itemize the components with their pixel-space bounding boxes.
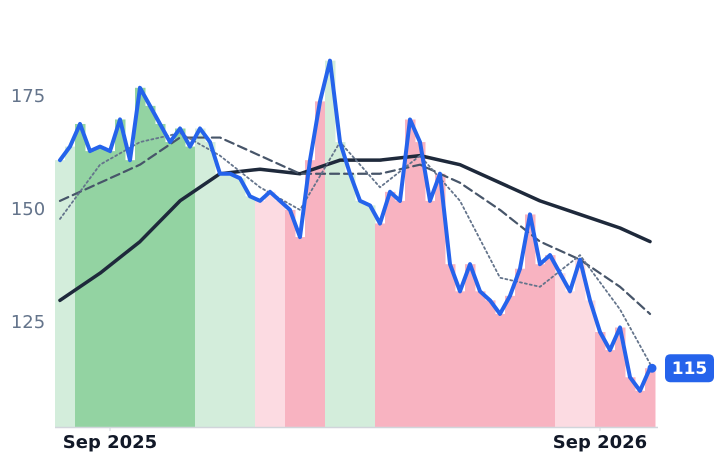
band-bar xyxy=(335,142,346,427)
band-bar xyxy=(465,264,476,427)
band-bar xyxy=(205,142,216,427)
series-line xyxy=(58,136,652,316)
band-bar xyxy=(545,255,556,427)
band-bar xyxy=(625,377,636,427)
band-bar xyxy=(435,173,446,427)
band-bar xyxy=(95,146,106,427)
band-bar xyxy=(345,173,356,427)
band-bar xyxy=(85,151,96,427)
last-price-dot xyxy=(647,363,657,373)
series-line xyxy=(58,153,652,303)
last-price-label: 115 xyxy=(672,359,708,379)
band-bar xyxy=(105,151,116,427)
band-bar xyxy=(75,123,86,428)
band-bar xyxy=(425,200,436,427)
band-bar xyxy=(145,105,156,428)
band-bar xyxy=(415,142,426,427)
band-bar xyxy=(295,237,306,427)
x-tick-label: Sep 2025 xyxy=(63,432,157,453)
band-bar xyxy=(645,368,656,427)
band-bar xyxy=(405,119,416,428)
band-bar xyxy=(365,205,376,427)
band-bar xyxy=(125,160,136,427)
band-bar xyxy=(495,313,506,427)
band-bar xyxy=(485,300,496,427)
band-bar xyxy=(555,273,566,427)
band-bar xyxy=(215,173,226,427)
band-bar xyxy=(535,264,546,427)
band-bar xyxy=(605,350,616,427)
band-bar xyxy=(615,327,626,427)
band-bar xyxy=(235,178,246,427)
band-bar xyxy=(255,200,266,427)
band-bar xyxy=(595,332,606,427)
band-bar xyxy=(225,173,236,427)
band-bar xyxy=(175,128,186,427)
band-bar xyxy=(135,87,146,427)
y-tick-label: 125 xyxy=(11,312,45,333)
band-bar xyxy=(505,295,516,427)
band-bar xyxy=(55,160,66,427)
band-bar xyxy=(395,200,406,427)
band-bar xyxy=(515,268,526,427)
band-bar xyxy=(285,209,296,427)
band-bar xyxy=(265,191,276,427)
band-bar xyxy=(165,142,176,427)
band-bar xyxy=(305,160,316,427)
band-bar xyxy=(325,60,336,428)
y-tick-label: 175 xyxy=(11,86,45,107)
band-bar xyxy=(115,119,126,428)
band-bar xyxy=(155,123,166,428)
band-bar xyxy=(65,146,76,427)
band-bar xyxy=(245,196,256,427)
last-price-badge xyxy=(665,354,714,383)
band-bar xyxy=(475,291,486,427)
band-bar xyxy=(375,223,386,427)
x-tick-label: Sep 2026 xyxy=(553,432,647,453)
series-line xyxy=(58,58,652,393)
band-bar xyxy=(355,200,366,427)
band-bar xyxy=(525,214,536,427)
band-bar xyxy=(455,291,466,427)
band-bar xyxy=(185,146,196,427)
band-bar xyxy=(565,291,576,427)
band-bar xyxy=(195,128,206,427)
band-bar xyxy=(275,200,286,427)
band-bar xyxy=(585,300,596,427)
band-bar xyxy=(385,191,396,427)
y-tick-label: 150 xyxy=(11,199,45,220)
band-bar xyxy=(445,264,456,427)
band-bar xyxy=(575,259,586,427)
band-bar xyxy=(315,101,326,427)
band-bar xyxy=(635,390,646,427)
